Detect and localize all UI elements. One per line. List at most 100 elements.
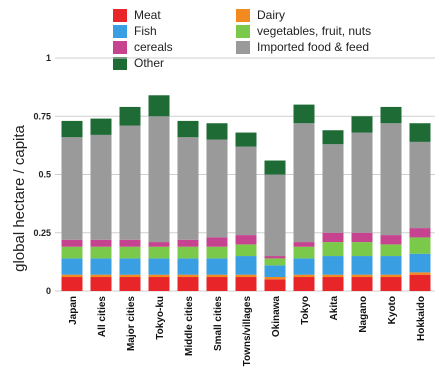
bar-segment-meat (409, 274, 431, 291)
x-tick-label: Towns/villages (242, 296, 253, 367)
legend-label-imported: Imported food & feed (257, 40, 370, 54)
bar-segment-imported-food-feed (148, 116, 170, 243)
legend-item-cereals: cereals (113, 40, 173, 54)
legend-item-dairy: Dairy (236, 8, 285, 22)
bar-segment-vegetables-fruit-nuts (293, 246, 315, 259)
bar-stack (90, 118, 112, 291)
bar-segment-vegetables-fruit-nuts (409, 237, 431, 254)
x-tick-label: Middle cities (184, 296, 195, 356)
bar-segment-vegetables-fruit-nuts (264, 258, 286, 266)
legend-swatch-other (113, 56, 127, 70)
y-tick-label: 0.5 (38, 170, 51, 180)
legend-swatch-cereals (113, 40, 127, 54)
bar-segment-fish (90, 258, 112, 275)
bar-segment-imported-food-feed (119, 125, 141, 240)
x-tick-label: Small cities (213, 296, 224, 351)
bar-segment-meat (61, 277, 83, 291)
y-tick-label: 1 (46, 53, 51, 63)
bar-stack (206, 123, 228, 291)
x-tick-label: Kyoto (387, 296, 398, 324)
legend-label-vegetables: vegetables, fruit, nuts (257, 24, 372, 38)
legend-swatch-imported (236, 40, 250, 54)
bar-segment-dairy (380, 274, 402, 278)
bar-segment-fish (235, 256, 257, 275)
x-tick-label: Tokyo-ku (155, 296, 166, 340)
bar-stack (235, 132, 257, 291)
bar-segment-vegetables-fruit-nuts (322, 242, 344, 257)
bar-segment-cereals (409, 228, 431, 238)
bar-segment-imported-food-feed (90, 134, 112, 240)
bar-segment-other (177, 120, 199, 138)
legend-swatch-meat (113, 8, 127, 22)
legend-label-fish: Fish (134, 24, 157, 38)
bar-segment-cereals (322, 232, 344, 243)
bar-stack (351, 116, 373, 291)
x-tick-label: All cities (97, 296, 108, 338)
bar-segment-cereals (90, 239, 112, 247)
x-tick-label: Nagano (358, 296, 369, 333)
bar-segment-imported-food-feed (206, 139, 228, 238)
bar-segment-dairy (148, 274, 170, 278)
y-tick-label: 0 (46, 286, 51, 296)
bar-segment-meat (177, 277, 199, 291)
bar-segment-other (206, 123, 228, 140)
bar-segment-imported-food-feed (264, 174, 286, 257)
y-tick-label: 0.75 (33, 111, 51, 121)
legend: Meat Fish cereals Other Dairy vegetables… (0, 0, 435, 70)
legend-label-other: Other (134, 56, 165, 70)
bar-segment-other (90, 118, 112, 135)
bar-segment-dairy (351, 274, 373, 278)
bar-segment-meat (119, 277, 141, 291)
bar-segment-dairy (293, 274, 315, 278)
bar-segment-dairy (409, 272, 431, 275)
bar-segment-cereals (380, 235, 402, 245)
bar-stack (409, 123, 431, 291)
bar-segment-fish (351, 256, 373, 275)
bar-segment-fish (206, 258, 228, 275)
bar-segment-other (351, 116, 373, 133)
bar-segment-other (61, 120, 83, 138)
bar-stack (264, 160, 286, 291)
legend-swatch-fish (113, 24, 127, 38)
bar-segment-cereals (61, 239, 83, 247)
bar-segment-cereals (235, 235, 257, 245)
legend-swatch-vegetables (236, 24, 250, 38)
x-tick-label: Hokkaido (416, 296, 427, 341)
bar-segment-meat (293, 277, 315, 291)
y-tick-label: 0.25 (33, 228, 51, 238)
legend-item-meat: Meat (113, 8, 161, 22)
bar-segment-fish (61, 258, 83, 275)
bar-segment-dairy (206, 274, 228, 278)
bar-segment-other (409, 123, 431, 142)
bar-segment-meat (90, 277, 112, 291)
legend-label-meat: Meat (134, 8, 161, 22)
bar-segment-meat (264, 279, 286, 291)
legend-label-dairy: Dairy (257, 8, 286, 22)
bar-stack (380, 106, 402, 291)
bar-segment-vegetables-fruit-nuts (206, 246, 228, 259)
bar-segment-vegetables-fruit-nuts (148, 246, 170, 259)
legend-label-cereals: cereals (134, 40, 173, 54)
bar-segment-cereals (148, 242, 170, 247)
bar-segment-other (264, 160, 286, 175)
bar-segment-fish (148, 258, 170, 275)
legend-item-vegetables: vegetables, fruit, nuts (236, 24, 371, 38)
bar-segment-dairy (322, 274, 344, 278)
bar-segment-imported-food-feed (380, 123, 402, 236)
bar-segment-other (148, 95, 170, 117)
bar-segment-fish (322, 256, 344, 275)
bar-segment-vegetables-fruit-nuts (235, 244, 257, 257)
x-tick-label: Okinawa (271, 296, 282, 338)
bar-segment-imported-food-feed (61, 137, 83, 240)
bar-segment-fish (177, 258, 199, 275)
bar-segment-other (380, 106, 402, 124)
bar-segment-vegetables-fruit-nuts (380, 244, 402, 257)
legend-item-fish: Fish (113, 24, 157, 38)
bar-segment-meat (322, 277, 344, 291)
bar-segment-imported-food-feed (293, 123, 315, 243)
bar-segment-cereals (293, 242, 315, 247)
x-tick-label: Tokyo (300, 296, 311, 325)
bar-stack (119, 106, 141, 291)
bar-segment-fish (264, 265, 286, 278)
